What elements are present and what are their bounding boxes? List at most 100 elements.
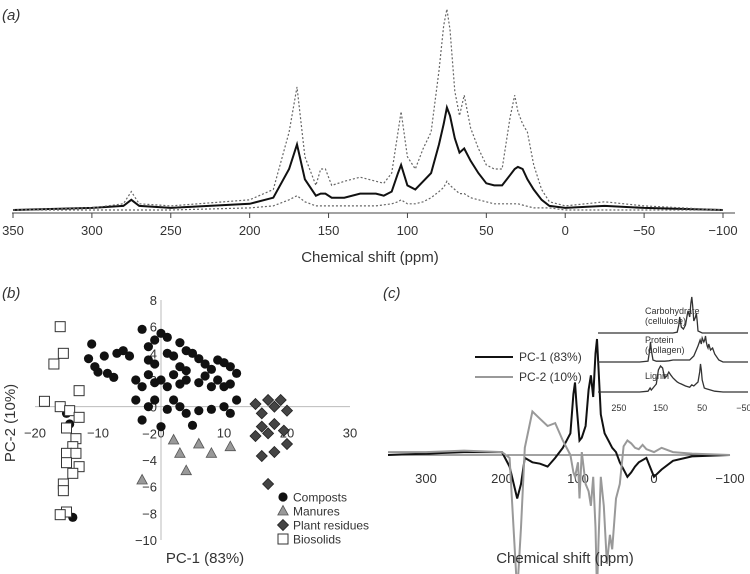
panel-b-point-circle	[143, 370, 153, 380]
panel-b-y-label: PC-2 (10%)	[2, 384, 19, 462]
panel-c-legend-label: PC-2 (10%)	[519, 370, 582, 384]
panel-c-inset-spectrum	[598, 363, 748, 393]
panel-b-point-circle	[150, 395, 160, 405]
panel-b-point-circle	[137, 415, 147, 425]
panel-c-series-line	[388, 409, 731, 574]
panel-b-point-circle	[162, 382, 172, 392]
panel-b-x-tick-label: 0	[157, 426, 164, 441]
panel-b-point-circle	[109, 372, 119, 382]
panel-b-point-circle	[181, 375, 191, 385]
panel-b-point-circle	[156, 422, 166, 432]
panel-b-y-tick-label: 4	[150, 346, 157, 361]
panel-b-x-tick-label: 10	[217, 426, 231, 441]
panel-c-series	[387, 338, 731, 574]
panel-label-b: (b)	[2, 285, 20, 302]
panel-a-tick-label: 250	[160, 223, 182, 238]
panel-b-point-square	[57, 347, 69, 359]
panel-label-a: (a)	[2, 7, 20, 24]
panel-b-point-diamond	[268, 417, 281, 431]
panel-c-inset-spectrum	[598, 296, 748, 334]
panel-a-tick-label: −100	[708, 223, 737, 238]
panel-b-point-circle	[225, 362, 235, 372]
panel-b-point-circle	[219, 402, 229, 412]
panel-b-point-triangle	[205, 447, 218, 458]
panel-b-point-circle	[87, 339, 97, 349]
panel-b-y-tick-label: −10	[135, 533, 157, 548]
panel-b-point-circle	[206, 404, 216, 414]
panel-c-inset-label: (cellulose)	[645, 316, 686, 326]
panel-b-point-triangle	[174, 447, 186, 458]
panel-b-point-square	[54, 401, 66, 413]
panel-b-point-circle	[150, 359, 160, 369]
panel-c-tick-label: 300	[415, 471, 437, 486]
panel-b-point-circle	[175, 338, 185, 348]
panel-c-inset-tick-label: 50	[697, 403, 707, 413]
panel-b-point-triangle	[136, 473, 148, 485]
panel-c-inset-tick-label: 250	[611, 403, 626, 413]
panel-b-legend-label: Plant residues	[293, 519, 369, 533]
panel-b-legend-label: Composts	[293, 491, 347, 505]
panel-b-point-circle	[206, 382, 216, 392]
panel-c-inset-label: Carbohydrate	[645, 306, 700, 316]
panel-b-legend-label: Biosolids	[293, 533, 341, 547]
panel-b-y-tick-label: −4	[142, 453, 157, 468]
panel-b-point-triangle	[180, 464, 193, 476]
panel-b-point-circle	[200, 371, 210, 381]
panel-a-tick-label: 50	[479, 223, 493, 238]
panel-b-point-circle	[194, 406, 204, 416]
panel-b-point-diamond	[280, 404, 294, 417]
panel-b-point-circle	[225, 408, 235, 418]
panel-b-point-circle	[169, 370, 179, 380]
panel-a-tick-label: 350	[2, 223, 24, 238]
panel-a-x-label: Chemical shift (ppm)	[301, 249, 439, 266]
panel-c-tick-label: 200	[491, 471, 513, 486]
panel-b-point-diamond	[268, 445, 281, 459]
panel-b-point-diamond	[249, 397, 262, 411]
panel-b-point-square	[61, 422, 72, 434]
panel-b-point-circle	[169, 351, 179, 361]
panel-b-point-triangle	[224, 440, 237, 452]
panel-a-series-solid	[12, 103, 724, 211]
panel-b-point-circle	[131, 395, 141, 405]
panel-b-y-tick-label: 0	[150, 400, 157, 415]
panel-b-point-circle	[99, 351, 109, 361]
panel-b-point-circle	[93, 367, 103, 377]
panel-b-legend-label: Manures	[293, 505, 340, 519]
panel-b-x-tick-label: −10	[87, 426, 109, 441]
panel-a-tick-label: 100	[397, 223, 419, 238]
panel-b-point-circle	[181, 366, 191, 376]
panel-b-point-circle	[118, 346, 128, 356]
panel-c-tick-label: −100	[715, 471, 744, 486]
panel-a-tick-label: 200	[239, 223, 261, 238]
panel-b-legend-marker-diamond	[276, 518, 290, 532]
panel-c-x-label: Chemical shift (ppm)	[496, 550, 634, 567]
panel-b-point-square	[70, 447, 82, 459]
panel-b-point-triangle	[192, 437, 205, 449]
panel-b-point-diamond	[277, 424, 290, 437]
panel-b-point-circle	[200, 359, 210, 369]
panel-b-x-tick-label: 30	[343, 426, 357, 441]
panel-b-point-diamond	[255, 449, 268, 463]
panel-b-point-circle	[156, 375, 166, 385]
panel-b-axes: −20−10010203086420−2−4−6−8−10	[24, 293, 357, 548]
panel-b-point-circle	[187, 420, 198, 430]
panel-b-point-circle	[232, 395, 242, 405]
panel-c-tick-label: 0	[650, 471, 657, 486]
panel-b-point-circle	[143, 342, 153, 352]
panel-b-point-square	[54, 509, 66, 521]
panel-a-series-dotted-upper	[12, 8, 724, 211]
panel-b-legend-marker-square	[277, 533, 289, 545]
panel-c-legend: PC-1 (83%) PC-2 (10%)	[475, 350, 582, 384]
panel-c-inset-label: Protein	[645, 335, 674, 345]
panel-b-point-circle	[150, 335, 160, 345]
panel-b-point-square	[64, 405, 76, 417]
panel-a-tick-label: 150	[318, 223, 340, 238]
panel-b-point-circle	[175, 402, 185, 412]
panel-b-point-circle	[131, 375, 141, 385]
panel-b-point-square	[54, 321, 66, 333]
panel-b-point-circle	[181, 408, 191, 418]
panel-b-point-square	[57, 485, 69, 497]
